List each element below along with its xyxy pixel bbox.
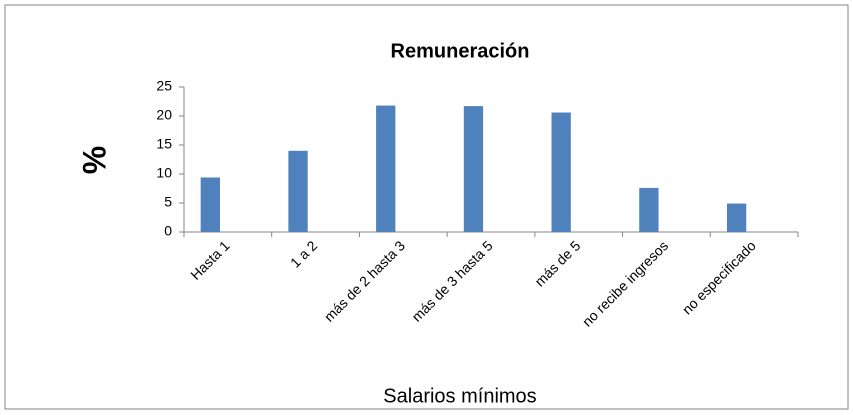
bar [288,150,308,232]
y-axis-label: % [76,146,112,174]
y-tick-label: 0 [164,223,172,239]
y-tick-label: 15 [156,136,172,152]
y-tick-label: 20 [156,107,172,123]
bar [200,177,220,232]
y-tick-label: 25 [156,78,172,94]
bar [639,187,659,232]
bar [551,112,571,232]
y-tick-label: 10 [156,165,172,181]
bar [726,203,747,232]
chart-title: Remuneración [391,40,530,62]
y-tick-label: 5 [164,194,172,210]
x-axis-label: Salarios mínimos [383,385,536,407]
bar [463,106,484,232]
bar [376,105,396,232]
chart-border [4,4,849,410]
